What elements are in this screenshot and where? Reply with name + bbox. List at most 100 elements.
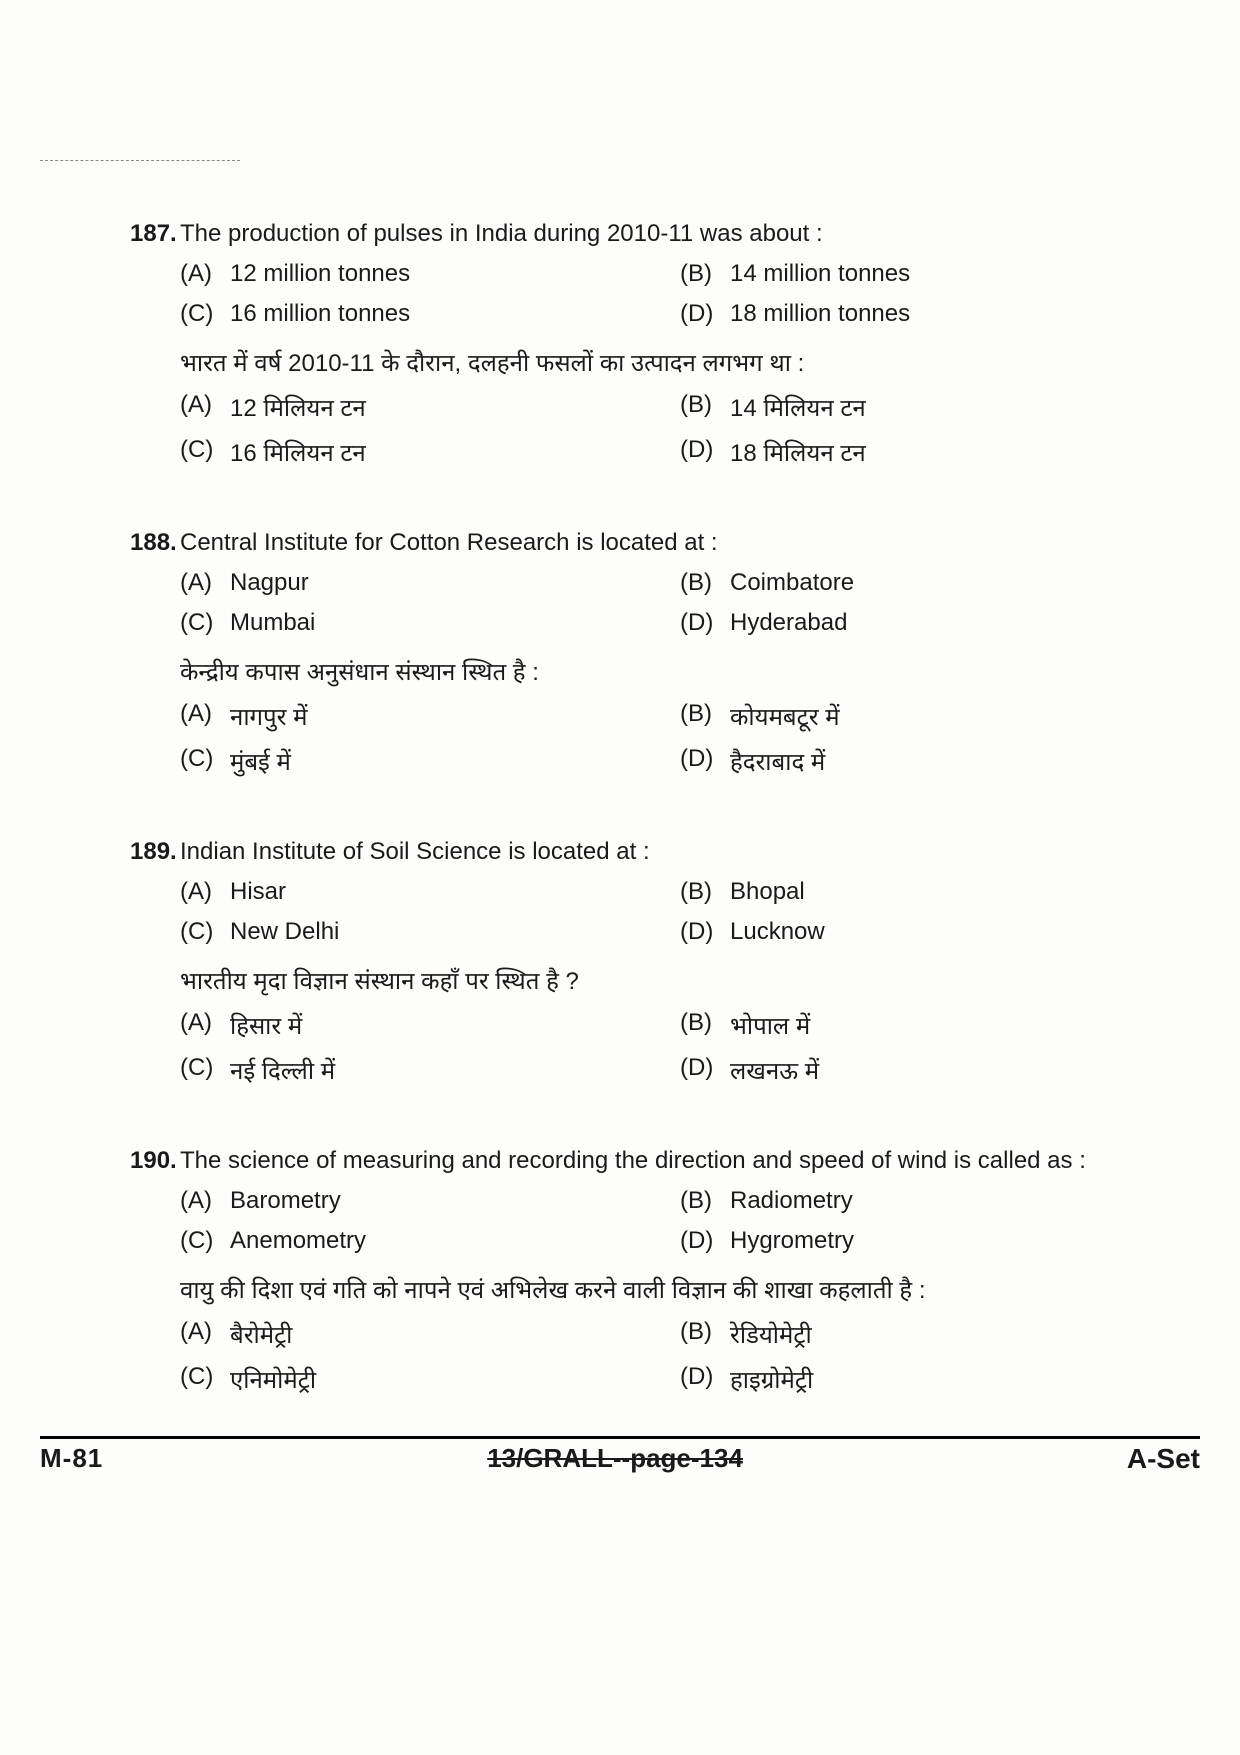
option-c: (C)Mumbai	[180, 609, 640, 637]
option-label: (A)	[180, 1318, 230, 1351]
option-text: रेडियोमेट्री	[730, 1318, 812, 1351]
option-text: Anemometry	[230, 1227, 366, 1255]
option-d: (D)18 million tonnes	[680, 300, 1140, 328]
option-text: एनिमोमेट्री	[230, 1363, 316, 1396]
option-d: (D)18 मिलियन टन	[680, 436, 1140, 469]
option-c: (C)नई दिल्ली में	[180, 1054, 640, 1087]
question-text-hi: भारत में वर्ष 2010-11 के दौरान, दलहनी फस…	[180, 346, 1140, 379]
question-189: 189. Indian Institute of Soil Science is…	[130, 838, 1140, 1087]
option-text: बैरोमेट्री	[230, 1318, 292, 1351]
option-text: 14 million tonnes	[730, 260, 910, 288]
option-label: (B)	[680, 391, 730, 424]
option-d: (D)Hygrometry	[680, 1227, 1140, 1255]
question-header: 189. Indian Institute of Soil Science is…	[130, 838, 1140, 866]
option-a: (A)नागपुर में	[180, 700, 640, 733]
option-b: (B)कोयमबटूर में	[680, 700, 1140, 733]
option-label: (B)	[680, 260, 730, 288]
options-hi: (A)नागपुर में (B)कोयमबटूर में (C)मुंबई म…	[180, 700, 1140, 778]
options-hi: (A)बैरोमेट्री (B)रेडियोमेट्री (C)एनिमोमे…	[180, 1318, 1140, 1396]
footer-center: 13/GRALL--page-134	[487, 1443, 743, 1475]
option-label: (C)	[180, 1363, 230, 1396]
option-a: (A)Nagpur	[180, 569, 640, 597]
option-d: (D)Hyderabad	[680, 609, 1140, 637]
option-label: (D)	[680, 300, 730, 328]
option-a: (A)12 million tonnes	[180, 260, 640, 288]
footer-right: A-Set	[1127, 1443, 1200, 1475]
option-label: (D)	[680, 1054, 730, 1087]
option-text: New Delhi	[230, 918, 339, 946]
option-label: (D)	[680, 918, 730, 946]
option-text: लखनऊ में	[730, 1054, 819, 1087]
options-hi: (A)12 मिलियन टन (B)14 मिलियन टन (C)16 मि…	[180, 391, 1140, 469]
option-label: (A)	[180, 700, 230, 733]
option-c: (C)एनिमोमेट्री	[180, 1363, 640, 1396]
question-188: 188. Central Institute for Cotton Resear…	[130, 529, 1140, 778]
options-en: (A)12 million tonnes (B)14 million tonne…	[180, 260, 1140, 328]
option-a: (A)Hisar	[180, 878, 640, 906]
option-b: (B)भोपाल में	[680, 1009, 1140, 1042]
question-text-en: The science of measuring and recording t…	[180, 1147, 1140, 1175]
option-c: (C)16 मिलियन टन	[180, 436, 640, 469]
option-d: (D)Lucknow	[680, 918, 1140, 946]
option-text: Lucknow	[730, 918, 825, 946]
option-text: नागपुर में	[230, 700, 308, 733]
option-label: (A)	[180, 391, 230, 424]
option-d: (D)हाइग्रोमेट्री	[680, 1363, 1140, 1396]
question-number: 187.	[130, 220, 180, 248]
options-hi: (A)हिसार में (B)भोपाल में (C)नई दिल्ली म…	[180, 1009, 1140, 1087]
option-text: भोपाल में	[730, 1009, 810, 1042]
question-187: 187. The production of pulses in India d…	[130, 220, 1140, 469]
option-label: (C)	[180, 300, 230, 328]
question-header: 190. The science of measuring and record…	[130, 1147, 1140, 1175]
option-label: (B)	[680, 700, 730, 733]
option-b: (B)Coimbatore	[680, 569, 1140, 597]
question-text-en: The production of pulses in India during…	[180, 220, 1140, 248]
options-en: (A)Barometry (B)Radiometry (C)Anemometry…	[180, 1187, 1140, 1255]
option-text: हाइग्रोमेट्री	[730, 1363, 813, 1396]
option-a: (A)Barometry	[180, 1187, 640, 1215]
option-d: (D)हैदराबाद में	[680, 745, 1140, 778]
question-number: 188.	[130, 529, 180, 557]
option-label: (C)	[180, 745, 230, 778]
question-190: 190. The science of measuring and record…	[130, 1147, 1140, 1396]
option-text: Hisar	[230, 878, 286, 906]
option-label: (D)	[680, 1363, 730, 1396]
option-b: (B)14 मिलियन टन	[680, 391, 1140, 424]
option-label: (C)	[180, 1054, 230, 1087]
option-text: 16 million tonnes	[230, 300, 410, 328]
top-dash-line	[40, 160, 240, 161]
option-text: Nagpur	[230, 569, 309, 597]
option-d: (D)लखनऊ में	[680, 1054, 1140, 1087]
option-c: (C)16 million tonnes	[180, 300, 640, 328]
option-text: Hygrometry	[730, 1227, 854, 1255]
option-label: (A)	[180, 569, 230, 597]
question-text-hi: भारतीय मृदा विज्ञान संस्थान कहाँ पर स्थि…	[180, 964, 1140, 997]
option-text: 18 million tonnes	[730, 300, 910, 328]
option-a: (A)हिसार में	[180, 1009, 640, 1042]
options-en: (A)Nagpur (B)Coimbatore (C)Mumbai (D)Hyd…	[180, 569, 1140, 637]
option-label: (A)	[180, 1009, 230, 1042]
option-text: 14 मिलियन टन	[730, 391, 866, 424]
page-footer: M-81 13/GRALL--page-134 A-Set	[40, 1436, 1200, 1475]
option-label: (B)	[680, 1187, 730, 1215]
option-text: 18 मिलियन टन	[730, 436, 866, 469]
question-text-en: Indian Institute of Soil Science is loca…	[180, 838, 1140, 866]
option-text: 12 million tonnes	[230, 260, 410, 288]
question-header: 188. Central Institute for Cotton Resear…	[130, 529, 1140, 557]
option-label: (B)	[680, 569, 730, 597]
option-text: Hyderabad	[730, 609, 847, 637]
option-label: (B)	[680, 1318, 730, 1351]
option-text: Barometry	[230, 1187, 341, 1215]
option-c: (C)मुंबई में	[180, 745, 640, 778]
option-label: (D)	[680, 609, 730, 637]
options-en: (A)Hisar (B)Bhopal (C)New Delhi (D)Luckn…	[180, 878, 1140, 946]
option-label: (A)	[180, 878, 230, 906]
option-b: (B)14 million tonnes	[680, 260, 1140, 288]
option-text: Radiometry	[730, 1187, 853, 1215]
option-text: कोयमबटूर में	[730, 700, 840, 733]
option-text: Coimbatore	[730, 569, 854, 597]
option-label: (A)	[180, 260, 230, 288]
footer-left: M-81	[40, 1443, 103, 1475]
option-label: (A)	[180, 1187, 230, 1215]
option-text: 16 मिलियन टन	[230, 436, 366, 469]
